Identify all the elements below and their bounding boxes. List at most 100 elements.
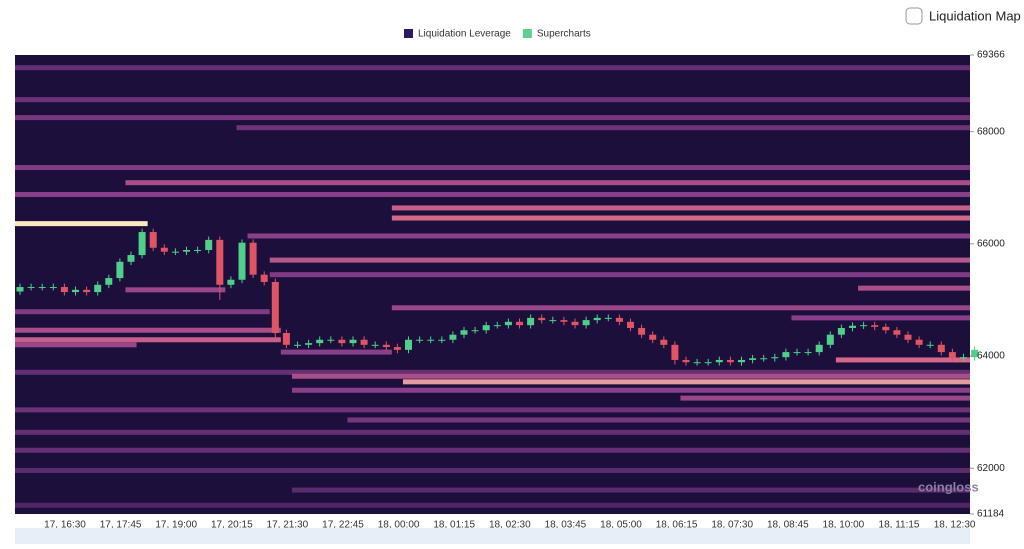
heatmap-band — [291, 373, 970, 379]
heatmap-band — [391, 305, 971, 311]
candle-body — [660, 339, 668, 345]
candle-body — [693, 362, 701, 364]
candle-body — [793, 352, 801, 354]
heatmap-band — [15, 309, 270, 315]
heatmap-band — [291, 387, 970, 393]
x-tick-label: 18, 01:15 — [433, 520, 475, 531]
heatmap-band — [15, 447, 970, 453]
x-tick-label: 18, 11:15 — [879, 520, 920, 531]
heatmap-band — [125, 180, 970, 186]
candle-body — [904, 334, 912, 340]
candle-body — [704, 362, 712, 364]
candle-body — [438, 339, 446, 341]
candle-body — [493, 325, 501, 327]
candle-body — [316, 339, 324, 344]
candle-body — [271, 281, 279, 334]
candle-body — [127, 255, 135, 262]
candle-body — [726, 359, 734, 363]
heatmap-band — [280, 349, 392, 355]
y-tick-label: 69366 — [977, 50, 1005, 61]
legend-label: Liquidation Leverage — [418, 29, 511, 40]
heatmap-band — [15, 429, 970, 435]
legend-label: Supercharts — [537, 29, 591, 40]
candle-body — [826, 334, 834, 345]
candle-body — [205, 239, 213, 250]
toggle-checkbox[interactable] — [905, 7, 923, 25]
candle-body — [138, 232, 146, 256]
heatmap-band — [15, 97, 970, 103]
x-tick-label: 18, 05:00 — [600, 520, 642, 531]
heatmap-band — [15, 115, 970, 121]
legend-swatch — [522, 29, 532, 38]
candle-body — [937, 344, 945, 353]
candle-body — [571, 321, 579, 326]
heatmap-band — [15, 502, 970, 508]
candle-body — [516, 321, 523, 326]
heatmap-band — [15, 407, 970, 413]
x-tick-label: 18, 00:00 — [378, 520, 420, 531]
candle-body — [294, 344, 301, 346]
candle-body — [416, 339, 424, 341]
x-tick-label: 17, 19:00 — [155, 520, 197, 531]
watermark: coingloss — [918, 479, 979, 494]
x-tick-label: 18, 10:00 — [823, 520, 865, 531]
candle-body — [782, 352, 790, 358]
candle-body — [815, 344, 823, 353]
candle-body — [282, 333, 290, 345]
y-tick-label: 62000 — [977, 463, 1005, 474]
candle-body — [183, 249, 190, 252]
heatmap-band — [291, 487, 970, 493]
candle-body — [427, 339, 435, 341]
candle-body — [116, 261, 124, 279]
heatmap-band — [402, 379, 970, 385]
candle-body — [837, 327, 845, 335]
candle-body — [194, 249, 202, 251]
heatmap-band — [247, 233, 971, 239]
heatmap-band — [269, 272, 970, 278]
candle-body — [926, 344, 934, 346]
y-tick-label: 61184 — [977, 509, 1005, 520]
candle-body — [504, 321, 512, 326]
y-tick-label: 68000 — [977, 126, 1005, 137]
heatmap-band — [15, 342, 137, 348]
heatmap-band — [236, 125, 970, 131]
candle-body — [715, 359, 723, 363]
x-tick-label: 17, 16:30 — [44, 520, 86, 531]
candle-body — [682, 359, 690, 363]
candle-body — [738, 359, 745, 363]
candle-body — [338, 339, 346, 344]
heatmap-band — [835, 357, 970, 363]
candle-body — [915, 339, 923, 345]
candle-body — [260, 274, 268, 282]
candle-body — [671, 344, 679, 360]
candle-body — [804, 352, 812, 354]
x-tick-label: 18, 06:15 — [656, 520, 698, 531]
candle-body — [16, 287, 24, 292]
heatmap-band — [347, 417, 970, 423]
x-tick-label: 17, 21:30 — [267, 520, 309, 531]
heatmap-band — [15, 191, 970, 197]
candle-body — [49, 287, 57, 289]
candle-body — [94, 284, 102, 293]
candle-body — [771, 357, 779, 359]
candle-body — [627, 321, 634, 328]
candle-body — [83, 289, 91, 293]
candle-body — [60, 287, 68, 293]
candle-body — [449, 334, 457, 340]
candle-body — [327, 339, 335, 341]
candle-body — [72, 289, 79, 293]
candle-body — [960, 357, 967, 359]
plot-background — [15, 55, 970, 514]
toggle-label[interactable]: Liquidation Map — [929, 8, 1021, 23]
candle-body — [349, 339, 357, 344]
candle-body — [849, 325, 856, 328]
heatmap-band — [391, 215, 971, 221]
candle-body — [238, 242, 246, 280]
candle-body — [405, 339, 412, 350]
x-tick-label: 17, 17:45 — [100, 520, 142, 531]
candle-body — [615, 317, 623, 322]
candle-body — [549, 320, 557, 322]
heatmap-band — [15, 65, 970, 71]
candle-body — [749, 358, 757, 360]
